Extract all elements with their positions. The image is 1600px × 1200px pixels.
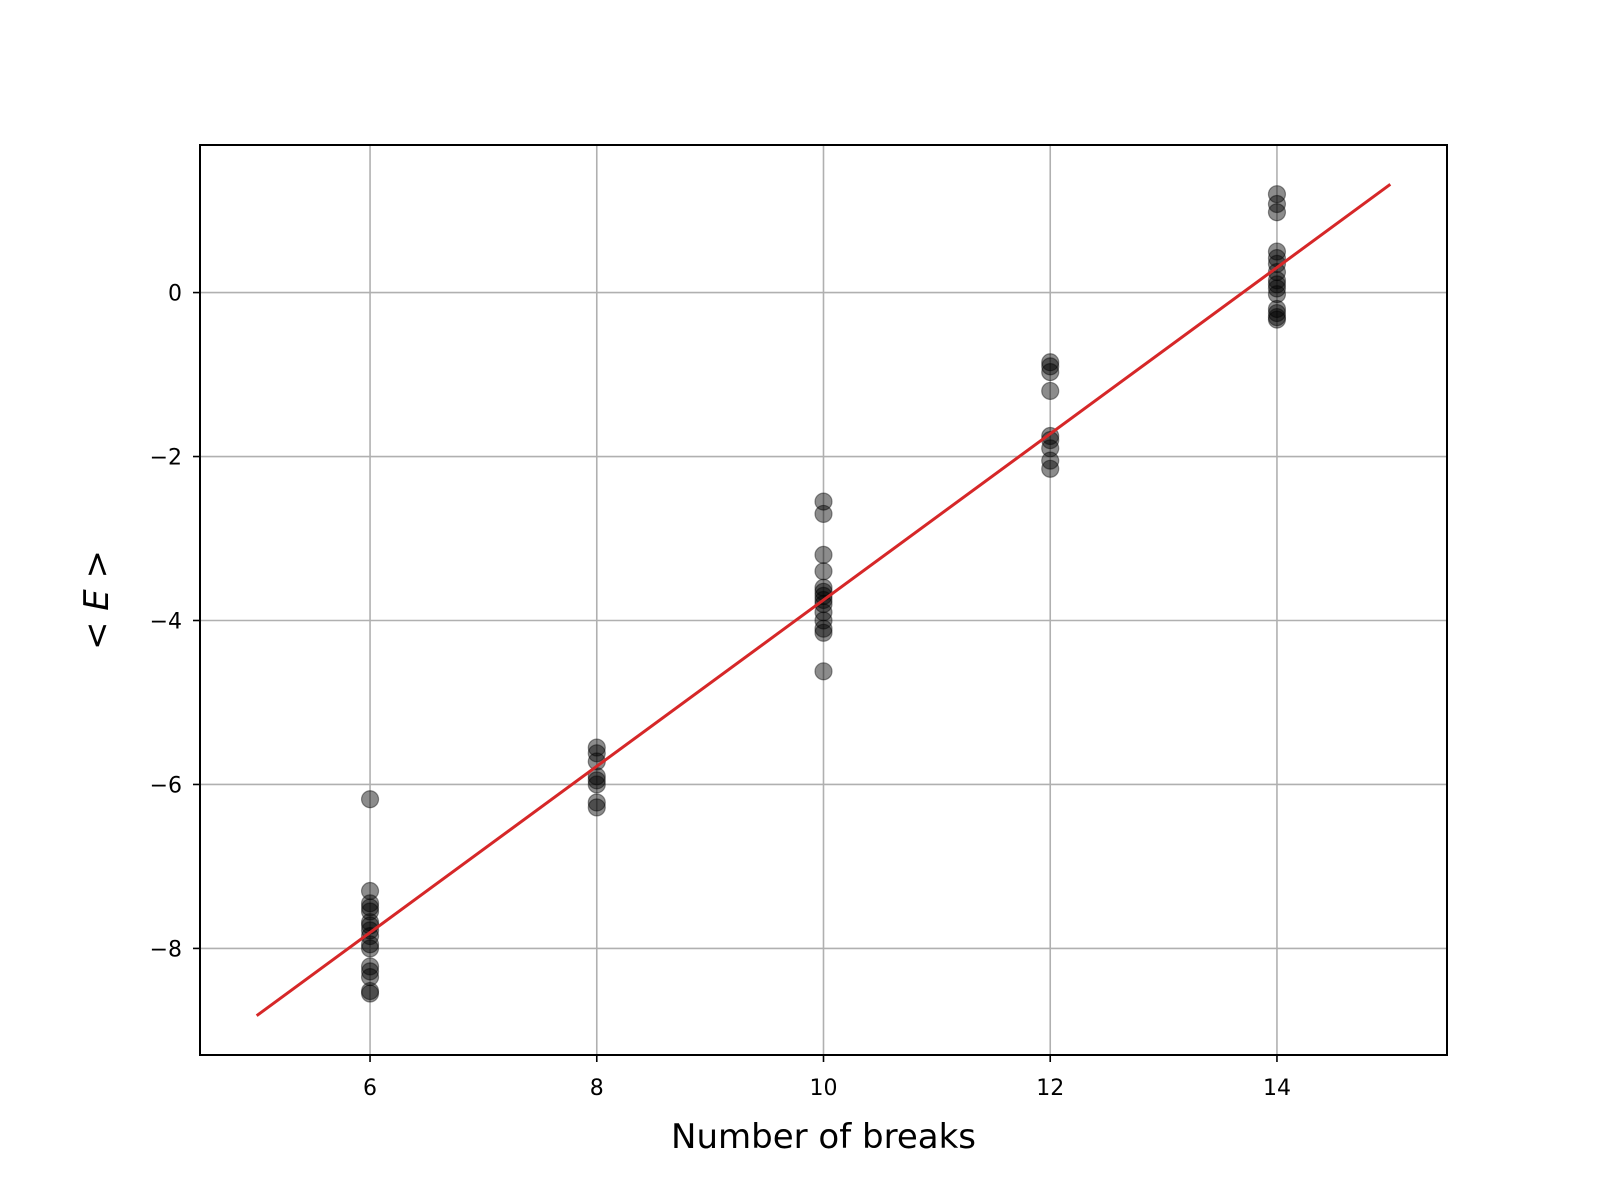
x-tick-label: 14: [1263, 1076, 1291, 1101]
scatter-point: [1041, 459, 1060, 478]
scatter-point: [1041, 439, 1060, 458]
y-tick-label: −2: [150, 446, 182, 471]
scatter-point: [1267, 194, 1287, 214]
scatter-point: [1267, 279, 1287, 298]
fit-line: [255, 183, 1392, 1017]
y-tick-label: −6: [150, 773, 182, 798]
scatter-point: [1267, 299, 1287, 319]
scatter-point: [814, 492, 833, 511]
scatter-point: [360, 902, 380, 921]
fit-line-layer: [255, 183, 1392, 1017]
scatter-point: [360, 927, 380, 946]
scatter-point: [814, 603, 833, 622]
scatter-point: [587, 775, 606, 794]
scatter-point: [1267, 185, 1287, 204]
scatter-point: [1267, 271, 1287, 290]
scatter-point: [360, 898, 380, 917]
scatter-point: [814, 623, 833, 642]
scatter-point: [1267, 303, 1287, 323]
ticks-layer: 6 8 10 12 14 0 −2 −4 −6 −8: [150, 282, 1291, 1101]
scatter-point: [814, 594, 833, 614]
y-tick-label: −8: [150, 937, 182, 962]
scatter-point: [1267, 308, 1287, 327]
scatter-point: [360, 957, 380, 976]
scatter-point: [814, 578, 833, 597]
scatter-point: [587, 744, 606, 763]
scatter-point: [587, 798, 606, 817]
scatter-point: [1041, 451, 1060, 470]
scatter-point: [360, 984, 380, 1003]
scatter-point: [814, 619, 833, 638]
scatter-point: [814, 611, 833, 630]
scatter-point: [360, 881, 380, 901]
scatter-point: [1267, 285, 1287, 304]
scatter-point: [1041, 362, 1060, 382]
scatter-point: [814, 504, 833, 524]
y-axis-label: < E >: [77, 550, 117, 650]
grid-layer: [200, 145, 1447, 1055]
scatter-point: [360, 935, 380, 954]
scatter-point: [814, 586, 833, 606]
scatter-point: [814, 545, 833, 565]
x-axis-label: Number of breaks: [671, 1117, 976, 1157]
y-tick-label: −4: [150, 609, 182, 634]
scatter-point: [360, 939, 380, 958]
scatter-point: [1041, 357, 1060, 376]
x-tick-label: 6: [363, 1076, 377, 1101]
y-tick-label: 0: [168, 282, 182, 307]
scatter-point: [1041, 353, 1060, 372]
scatter-point: [587, 738, 606, 757]
scatter-point: [1267, 242, 1287, 261]
scatter-point: [360, 790, 380, 809]
x-tick-label: 12: [1036, 1076, 1064, 1101]
scatter-point: [1267, 310, 1287, 329]
scatter-point: [360, 981, 380, 1001]
scatter-point: [360, 968, 380, 987]
scatter-point: [587, 771, 606, 790]
scatter-point: [1267, 254, 1287, 273]
scatter-point: [1267, 203, 1287, 222]
scatter-point: [814, 662, 833, 681]
scatter-point: [360, 962, 380, 981]
scatter-point: [1041, 381, 1060, 401]
x-tick-label: 8: [590, 1076, 604, 1101]
scatter-point: [1267, 275, 1287, 294]
scatter-point: [814, 562, 833, 581]
scatter-point: [360, 894, 380, 913]
scatter-point: [587, 793, 606, 812]
x-tick-label: 10: [810, 1076, 838, 1101]
